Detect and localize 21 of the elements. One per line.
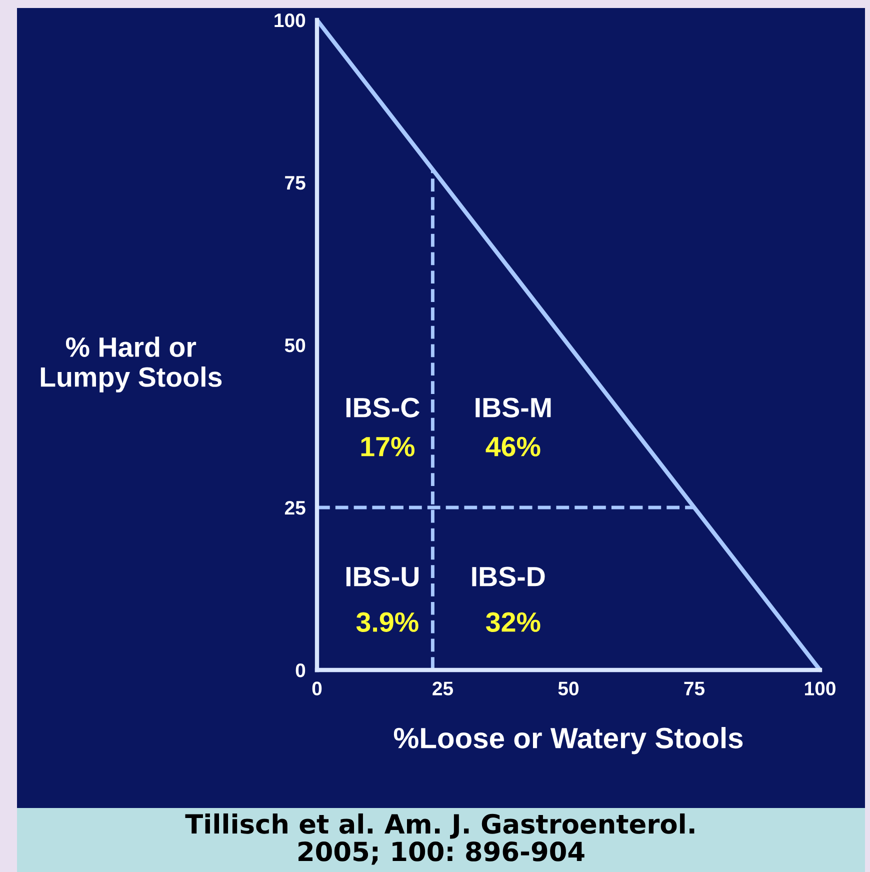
annotation: IBS-C	[346, 398, 420, 418]
x-tick-label: 100	[805, 682, 836, 696]
annotation: IBS-D	[472, 566, 545, 586]
y-tick-label: 0	[296, 663, 306, 678]
annotation: 3.9%	[356, 612, 418, 632]
x-tick-label: 50	[558, 682, 579, 696]
text: Tillisch et al. Am. J. Gastroenterol. 2005; 100: 896-904	[185, 813, 694, 865]
annotation: 46%	[486, 436, 540, 456]
annotation: 32%	[486, 612, 540, 632]
x-tick-label: 25	[432, 682, 454, 696]
annotation: IBS-M	[476, 398, 551, 418]
x-tick-label: 0	[312, 682, 322, 696]
y-tick-label: 25	[284, 500, 306, 515]
y-axis-title: % Hard or Lumpy Stools	[40, 336, 222, 392]
y-tick-label: 75	[285, 176, 306, 190]
annotation: IBS-U	[346, 566, 418, 586]
x-axis-title: %Loose or Watery Stools	[394, 727, 743, 754]
annotation: 17%	[361, 436, 414, 456]
y-tick-label: 50	[284, 338, 306, 352]
y-tick-label: 100	[274, 13, 306, 28]
x-tick-label: 75	[684, 682, 705, 696]
